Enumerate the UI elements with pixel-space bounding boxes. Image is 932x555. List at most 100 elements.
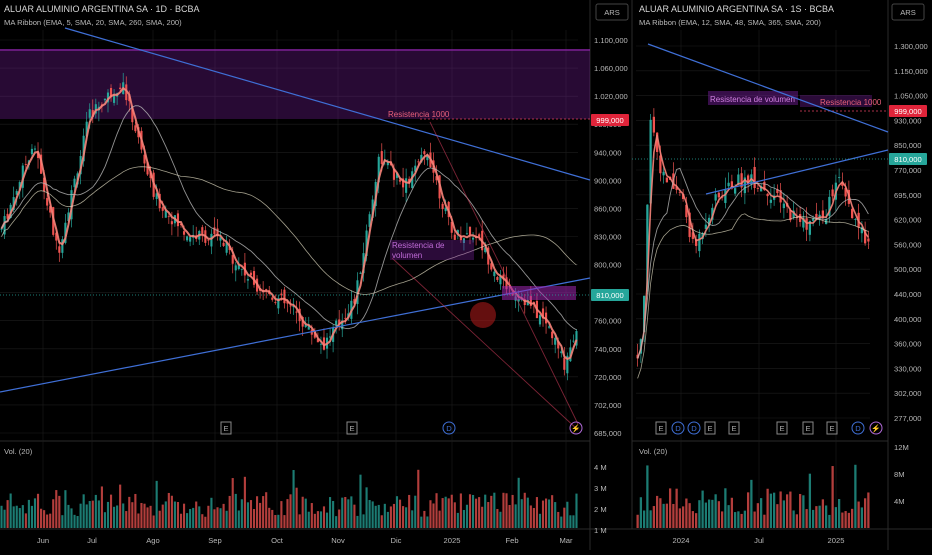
event-marker-label: D [675,424,681,433]
candle-body [704,224,708,230]
volume-bar [12,506,15,528]
volume-bar [505,493,508,528]
candle-body [289,305,292,307]
descending-trendline[interactable] [64,27,591,181]
event-marker[interactable] [728,421,740,435]
candle-body [763,181,766,191]
candle-body [155,193,158,199]
volume-bar [198,506,201,528]
event-marker[interactable] [671,421,685,435]
candle-body [249,272,253,276]
currency-button-weekly[interactable] [891,3,925,21]
candle-body [0,228,3,230]
volume-bar [857,501,860,528]
symbol-title-daily[interactable]: ALUAR ALUMINIO ARGENTINA SA · 1D · BCBA [4,4,200,14]
volume-bar [131,502,134,528]
candle-body [64,222,67,243]
event-marker[interactable] [442,421,456,435]
volume-bar [283,515,286,528]
time-axis-daily[interactable]: Jun Jul Ago Sep Oct Nov Dic 2025 Feb Mar [37,536,573,545]
candle-body [714,194,717,201]
candle-body [821,210,825,219]
time-tick-label: Sep [208,536,222,545]
volume-bar [301,496,304,528]
candle-body [844,187,847,197]
volume-bar [268,507,271,528]
event-marker-label: E [805,424,810,433]
candle-body [231,255,234,264]
event-marker[interactable] [776,421,788,435]
ma-ema5 [0,86,578,361]
price-tick-label: 940,000 [594,148,621,157]
volume-bar [811,509,815,528]
price-tick-label: 330,000 [894,364,921,373]
candle-body [18,182,21,191]
resistance-price-tag-weekly [889,105,927,117]
price-tick-label: 900,000 [594,176,621,185]
volume-bar [408,494,411,528]
event-marker[interactable] [802,421,814,435]
volume-bar [831,466,834,528]
indicator-label-weekly[interactable]: MA Ribbon (EMA, 12, SMA, 48, SMA, 365, S… [639,18,821,27]
volume-bar [88,501,91,528]
price-tick-label: 360,000 [894,340,921,349]
volume-bar [243,476,246,528]
volume-bar [867,492,870,528]
volume-bar [103,512,107,528]
volume-bar [711,499,714,528]
volume-bar [737,511,740,528]
volume-bar [398,499,402,528]
volume-tick-label: 4 M [594,463,607,472]
candle-body [548,326,551,328]
candle-body [478,234,481,237]
event-markers[interactable]: E E D ⚡ [220,421,583,435]
volume-bar [30,505,34,528]
candle-body [237,263,240,270]
event-marker[interactable] [346,421,358,435]
event-marker[interactable] [687,421,701,435]
candle-body [459,235,462,241]
volume-bar [152,515,155,528]
symbol-title-weekly[interactable]: ALUAR ALUMINIO ARGENTINA SA · 1S · BCBA [639,4,834,14]
event-marker[interactable] [220,421,232,435]
candle-body [529,295,532,306]
event-marker[interactable] [655,421,667,435]
event-marker[interactable] [569,421,583,435]
candle-body [61,239,64,253]
candle-body [49,206,52,213]
ascending-trendline[interactable] [0,277,591,393]
indicator-label-daily[interactable]: MA Ribbon (EMA, 5, SMA, 20, SMA, 260, SM… [4,18,182,27]
volume-label-weekly[interactable]: Vol. (20) [639,447,668,456]
price-tick-label: 860,000 [594,204,621,213]
candle-body [252,271,256,285]
volume-bar [280,501,283,528]
volume-bar [18,508,21,528]
price-axis-daily[interactable]: 1.100,0001.060,0001.020,000980,000940,00… [594,36,628,535]
volume-bar [24,513,27,528]
time-axis-weekly[interactable]: 2024 Jul 2025 [673,536,845,545]
volume-bar [368,500,371,528]
descending-trendline[interactable] [647,43,889,133]
volume-label-daily[interactable]: Vol. (20) [4,447,33,456]
volume-bar [459,493,462,528]
volume-bar [743,510,747,528]
candle-body [274,302,277,303]
candle-body [176,213,180,227]
event-marker[interactable] [851,421,865,435]
price-axis-weekly[interactable]: 1.300,000 1.150,000 1.050,000 930,000 850,00… [894,42,928,506]
ascending-trendline[interactable] [705,149,889,195]
event-markers[interactable]: E D D E E E E E D ⚡ [655,421,883,435]
candle-body [6,213,9,219]
event-marker[interactable] [704,421,716,435]
candle-body [125,84,128,101]
candle-body [789,210,792,221]
volume-bar [265,492,268,528]
event-marker[interactable] [869,421,883,435]
currency-button-daily[interactable] [595,3,629,21]
candle-body [517,299,520,302]
event-marker-label: E [829,424,834,433]
candle-body [523,299,526,305]
event-marker[interactable] [826,421,838,435]
candle-body [560,351,563,354]
